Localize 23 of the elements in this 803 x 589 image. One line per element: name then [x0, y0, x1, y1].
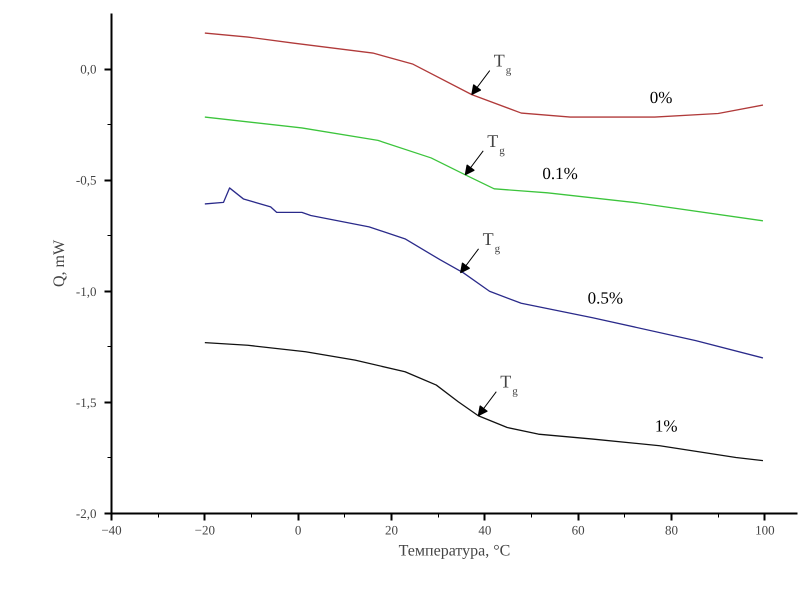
line-series: [204, 32, 764, 118]
series-label: 1%: [654, 416, 678, 436]
x-tick-label: 100: [755, 522, 775, 538]
y-tick-label: -2,0: [76, 506, 97, 521]
x-tick-label: −20: [194, 522, 216, 538]
x-tick-label: 0: [294, 522, 302, 538]
series-label: 0%: [650, 88, 672, 108]
line-series: [204, 187, 764, 359]
y-axis-title: Q, mW: [50, 239, 68, 288]
x-tick-label: 80: [665, 522, 678, 538]
x-tick-label: 20: [385, 522, 398, 538]
x-tick-label: 40: [478, 522, 492, 538]
y-tick-label: -0,5: [76, 172, 97, 188]
x-tick-label: 60: [572, 522, 585, 538]
series-label: 0.5%: [588, 288, 624, 308]
line-series: [204, 116, 764, 222]
series-label: 0.1%: [542, 164, 578, 183]
line-series: [204, 342, 764, 462]
x-axis-title: Температура, °C: [398, 542, 510, 560]
x-tick-label: −40: [101, 522, 122, 538]
y-tick-label: 0,0: [80, 62, 96, 77]
y-tick-label: -1,0: [76, 284, 97, 299]
y-tick-label: -1,5: [76, 394, 97, 410]
